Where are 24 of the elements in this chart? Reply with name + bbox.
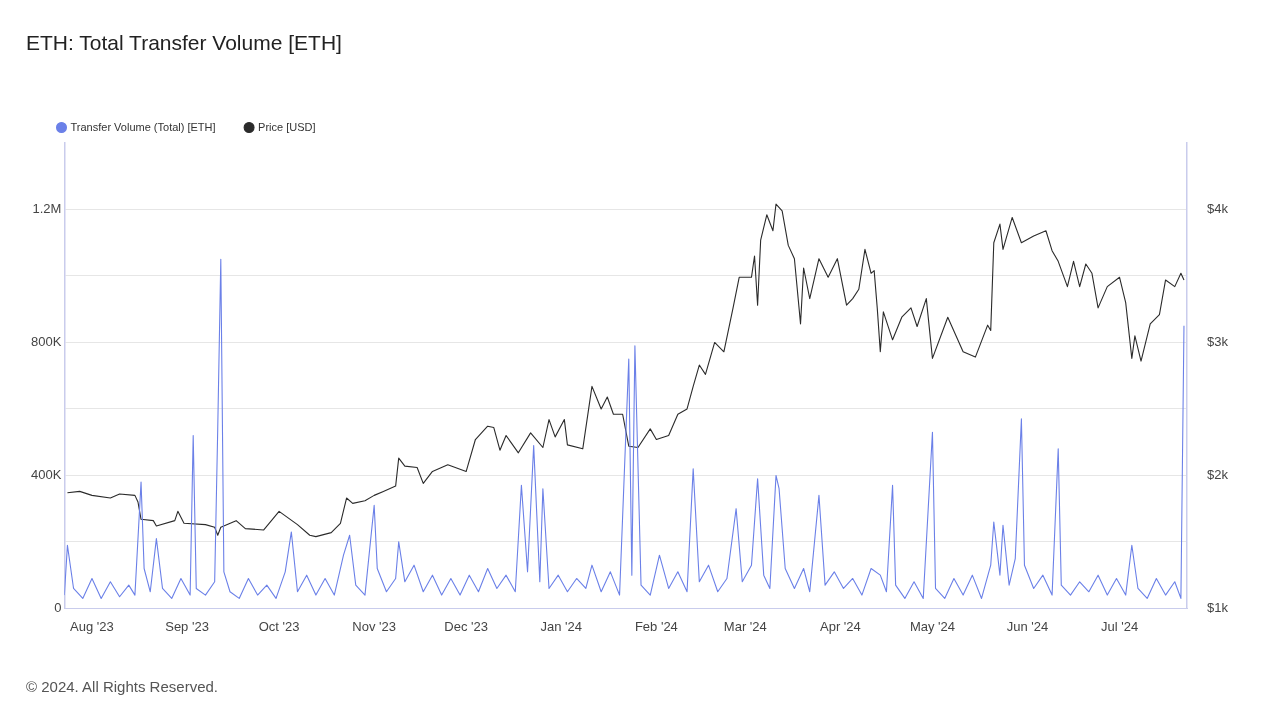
x-tick-label: Mar '24 — [723, 618, 767, 634]
y2-tick-label: $1k — [1207, 599, 1229, 615]
y-tick-label: 1.2M — [32, 201, 62, 217]
y-tick-label: 0 — [54, 599, 62, 615]
legend-label: Transfer Volume (Total) [ETH] — [70, 120, 216, 133]
x-tick-label: Jul '24 — [1100, 618, 1139, 634]
x-tick-label: Feb '24 — [634, 618, 678, 634]
y2-tick-label: $2k — [1207, 467, 1229, 483]
text: © 2024. All Rights Reserved. — [26, 678, 218, 695]
x-tick-label: Dec '23 — [444, 618, 489, 634]
x-tick-label: Jun '24 — [1006, 618, 1049, 634]
x-tick-label: Nov '23 — [352, 618, 397, 634]
legend-label: Price [USD] — [258, 120, 316, 133]
chart-title: ETH: Total Transfer Volume [ETH] — [26, 31, 342, 55]
x-tick-label: Apr '24 — [820, 618, 861, 634]
y2-tick-label: $3k — [1207, 334, 1229, 350]
x-tick-label: Sep '23 — [165, 618, 209, 634]
y-tick-label: 400K — [30, 467, 62, 483]
y2-tick-label: $4k — [1207, 201, 1229, 217]
x-tick-label: Aug '23 — [70, 618, 114, 634]
x-tick-label: Oct '23 — [258, 618, 300, 634]
x-tick-label: Jan '24 — [540, 618, 583, 634]
x-tick-label: May '24 — [909, 618, 956, 634]
y-tick-label: 800K — [30, 334, 62, 350]
